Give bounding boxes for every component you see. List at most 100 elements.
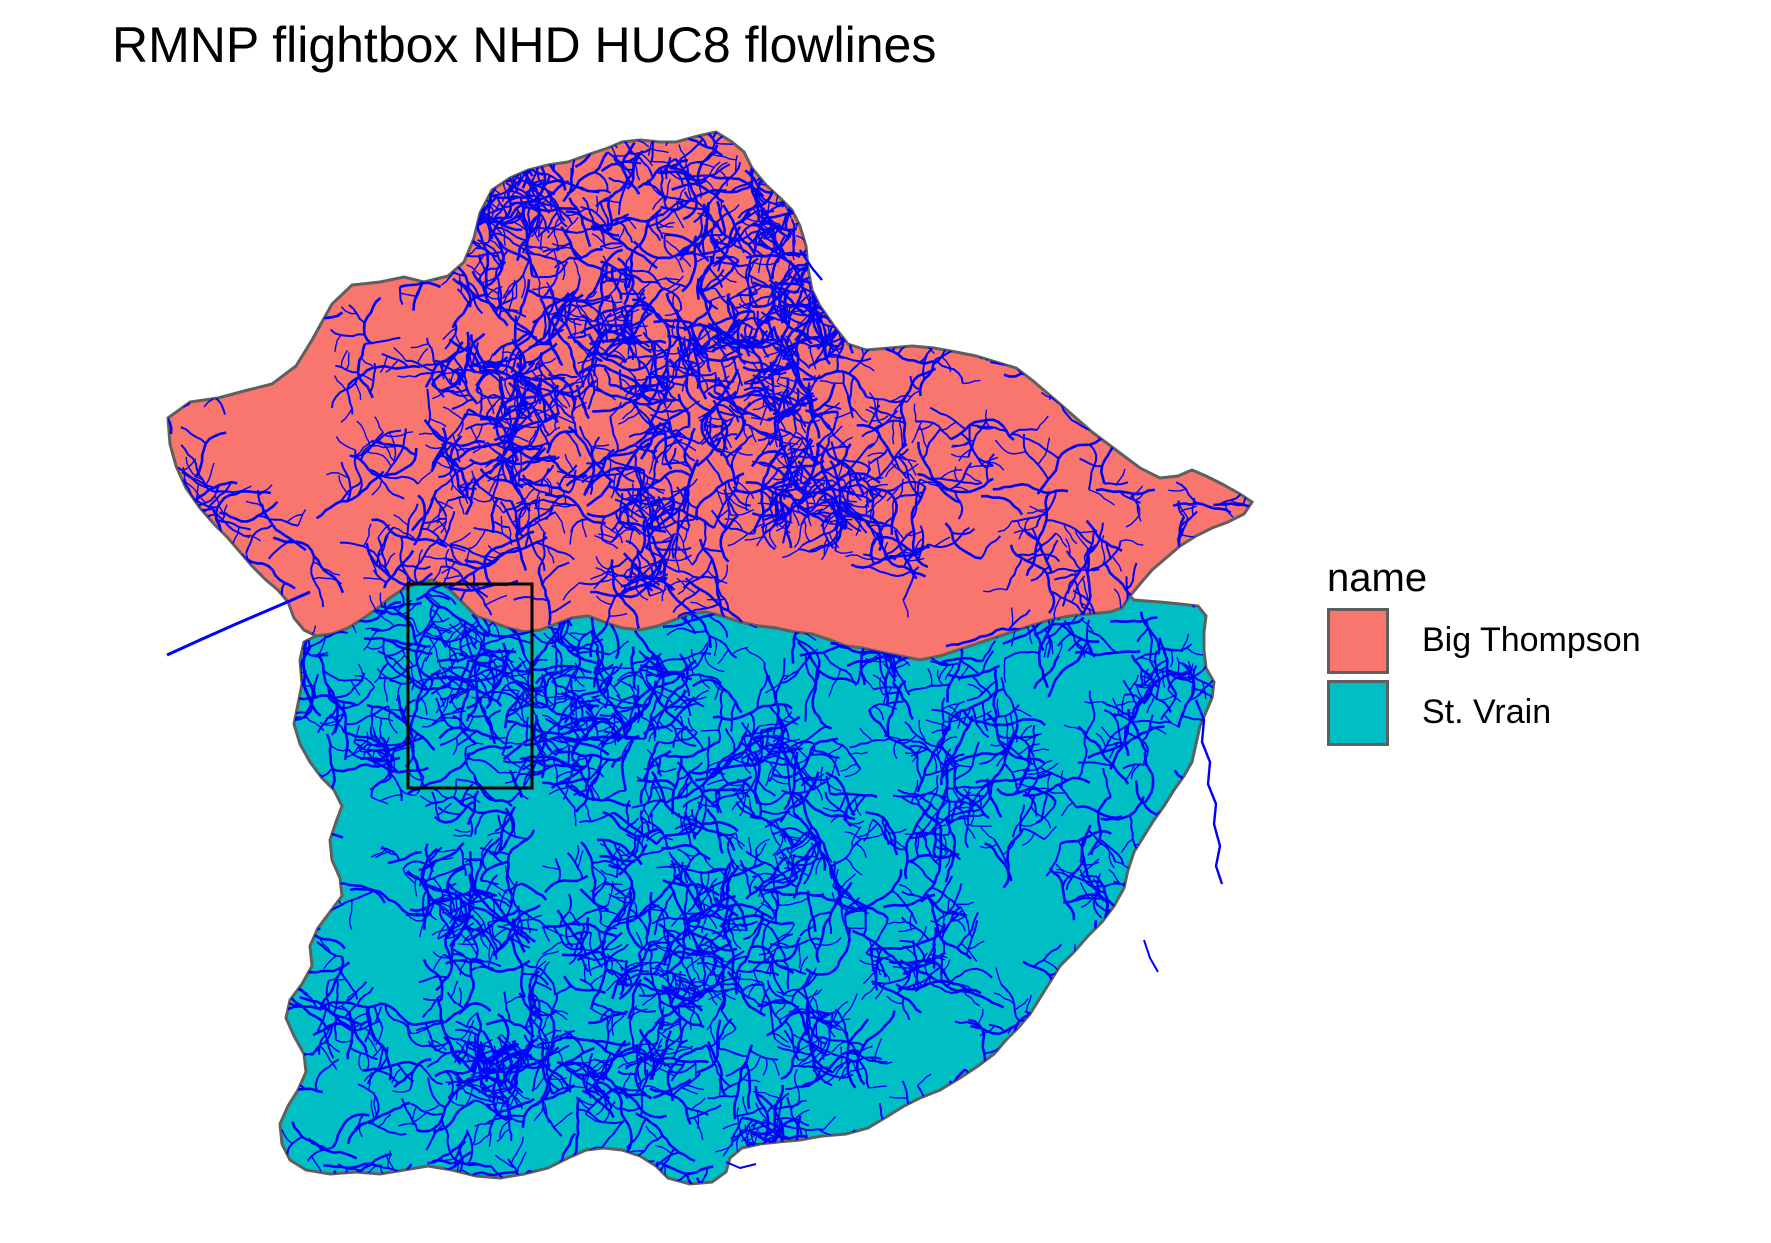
flowline [1126, 872, 1135, 890]
flowline [548, 787, 567, 795]
flowline [492, 332, 529, 357]
flowline [532, 261, 569, 279]
flowline [865, 810, 899, 856]
flowline [501, 462, 508, 481]
flowline [772, 326, 808, 391]
flowline [438, 467, 455, 478]
flowline [712, 702, 793, 721]
flowline [321, 1001, 381, 1009]
flowline [610, 941, 653, 1000]
flowline [776, 499, 797, 523]
flowline [436, 500, 454, 510]
flowline [784, 829, 793, 848]
flowline [496, 1044, 507, 1061]
flowline [365, 1054, 370, 1072]
flowline [727, 480, 751, 507]
flowline [479, 1050, 491, 1074]
flowline [893, 741, 898, 760]
flowline [498, 303, 551, 345]
flowline [177, 499, 196, 517]
flowline [1085, 619, 1094, 655]
flowline [384, 552, 396, 568]
flowline [801, 167, 874, 175]
flowline [1122, 884, 1151, 909]
flowline [846, 820, 865, 825]
flowline [570, 903, 609, 925]
flowline [930, 660, 960, 667]
flowline [1027, 770, 1046, 776]
flowline [432, 1158, 492, 1168]
flowline [181, 471, 237, 496]
flowline [759, 242, 777, 252]
flowline [542, 185, 568, 228]
flowline [798, 194, 839, 208]
flowline [784, 291, 791, 327]
flowline [521, 132, 569, 149]
flowline [600, 265, 630, 277]
flowline [796, 1086, 801, 1105]
flowline [676, 761, 717, 809]
flowline [1193, 1106, 1201, 1124]
flowline [572, 379, 597, 399]
flowline [1077, 1049, 1131, 1058]
flowline [319, 721, 338, 727]
flowline [828, 425, 843, 439]
flowline [763, 379, 781, 388]
flowline [1040, 391, 1063, 406]
flowline [1115, 468, 1126, 485]
flowline [683, 983, 691, 1007]
flowline [450, 205, 468, 211]
flowline [1236, 979, 1254, 1029]
flowline [1172, 964, 1190, 982]
flowline [1245, 1081, 1265, 1117]
flowline [702, 206, 716, 228]
flowline [890, 838, 907, 849]
flowline [707, 877, 718, 894]
flowline [1233, 1031, 1245, 1044]
flowline [847, 211, 874, 226]
flowline [1312, 524, 1340, 530]
flowline [719, 514, 739, 563]
flowline [520, 401, 536, 415]
flowline [967, 683, 984, 694]
flowline [398, 286, 404, 305]
flowline [686, 114, 698, 128]
flowline [486, 293, 510, 300]
flowline [1169, 673, 1194, 681]
flowline [953, 803, 970, 814]
flowline [666, 627, 684, 636]
flowline [762, 388, 769, 407]
flowline [509, 813, 517, 838]
flowline [542, 777, 590, 786]
flowline [1136, 627, 1150, 643]
flowline [555, 246, 574, 252]
flowline [579, 978, 595, 991]
flowline [1199, 1026, 1214, 1050]
flowline [626, 833, 645, 850]
flowline [513, 925, 538, 932]
flowline [506, 408, 536, 442]
flowline [661, 560, 718, 579]
flowline [1255, 1056, 1279, 1059]
flowline [1047, 1116, 1063, 1144]
flowline [686, 643, 710, 672]
flowline [734, 788, 751, 799]
flowline [681, 459, 700, 512]
flowline [762, 1058, 768, 1076]
flowline [486, 922, 499, 952]
flowline [290, 320, 320, 329]
flowline [437, 806, 461, 816]
flowline [194, 527, 199, 552]
flowline [964, 472, 981, 483]
flowline [702, 960, 726, 982]
flowline [677, 774, 691, 797]
flowline [948, 664, 1001, 680]
flowline [1305, 511, 1330, 525]
flowline [798, 341, 835, 348]
flowline [962, 989, 981, 1007]
flowline [889, 1096, 908, 1099]
flowline [841, 319, 878, 343]
flowline [387, 762, 403, 802]
flowline [643, 517, 650, 536]
flowline [480, 214, 492, 243]
